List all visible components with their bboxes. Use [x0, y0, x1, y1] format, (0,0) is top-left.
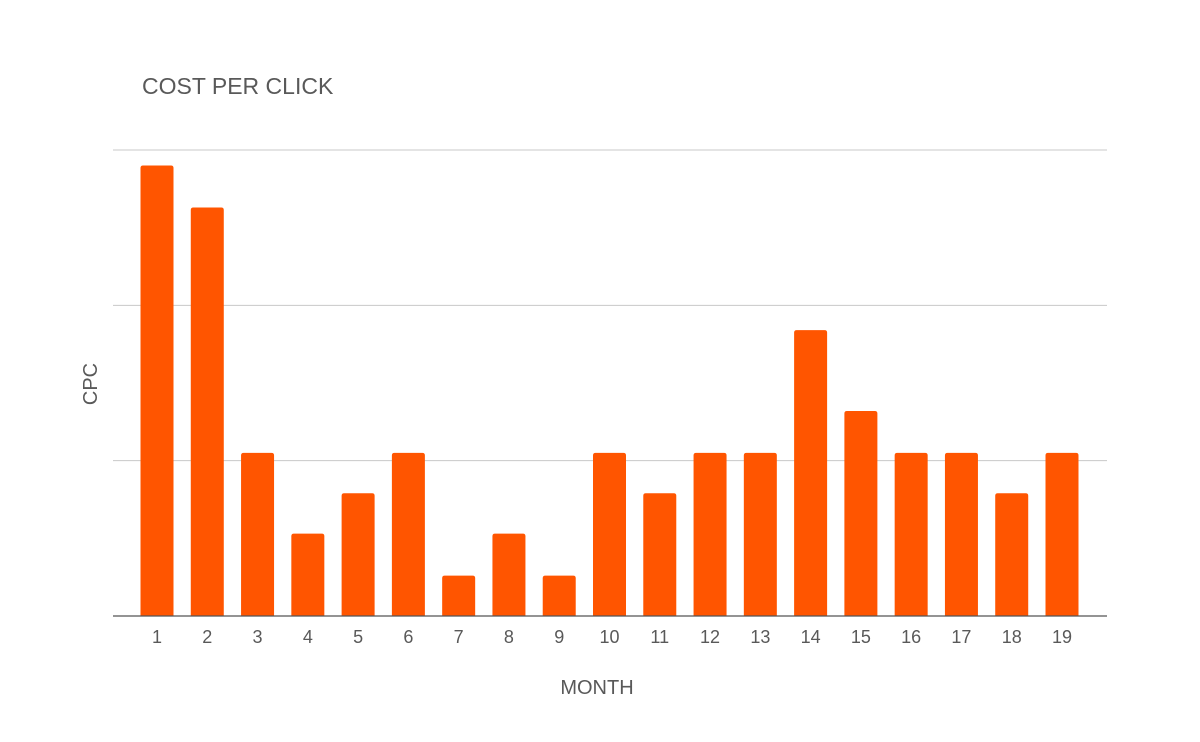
bar-month-13: [743, 452, 777, 616]
bar-month-4: [291, 533, 325, 616]
x-tick-labels: 1 2 3 4 5 6 7 8 9 10 11 12 13 14 15 16 17 18 19: [152, 627, 1072, 647]
bars: [140, 165, 1079, 617]
x-tick-label: 7: [454, 627, 464, 647]
x-tick-label: 9: [554, 627, 564, 647]
bar-month-16: [894, 452, 928, 616]
bar-month-19: [1045, 452, 1079, 616]
x-tick-label: 12: [700, 627, 720, 647]
x-tick-label: 17: [951, 627, 971, 647]
x-tick-label: 4: [303, 627, 313, 647]
x-tick-label: 11: [650, 627, 669, 647]
bar-month-3: [241, 452, 275, 616]
x-tick-label: 10: [599, 627, 619, 647]
x-tick-label: 3: [253, 627, 263, 647]
x-tick-label: 5: [353, 627, 363, 647]
x-tick-label: 19: [1052, 627, 1072, 647]
bar-month-2: [190, 207, 224, 616]
bar-month-1: [140, 165, 174, 617]
x-tick-label: 18: [1002, 627, 1022, 647]
x-tick-label: 8: [504, 627, 514, 647]
bar-month-18: [995, 493, 1029, 616]
bar-month-15: [844, 410, 878, 616]
bar-month-10: [593, 452, 626, 616]
x-tick-label: 2: [202, 627, 212, 647]
x-axis-label: MONTH: [560, 677, 633, 699]
x-tick-label: 1: [152, 627, 162, 647]
bar-month-14: [794, 330, 828, 616]
bar-month-8: [492, 533, 526, 616]
x-tick-label: 15: [851, 627, 871, 647]
bar-month-12: [693, 452, 727, 616]
x-tick-label: 13: [750, 627, 770, 647]
bar-month-5: [341, 493, 375, 616]
bar-month-7: [442, 575, 476, 616]
bar-month-6: [391, 452, 425, 616]
chart-title: COST PER CLICK: [142, 73, 334, 99]
gridlines: [113, 149, 1107, 462]
bar-month-17: [944, 452, 978, 616]
x-tick-label: 16: [901, 627, 921, 647]
bar-month-9: [542, 575, 576, 616]
x-tick-label: 14: [801, 627, 821, 647]
y-axis-label: CPC: [80, 363, 102, 405]
bar-month-11: [643, 493, 677, 616]
x-tick-label: 6: [403, 627, 413, 647]
